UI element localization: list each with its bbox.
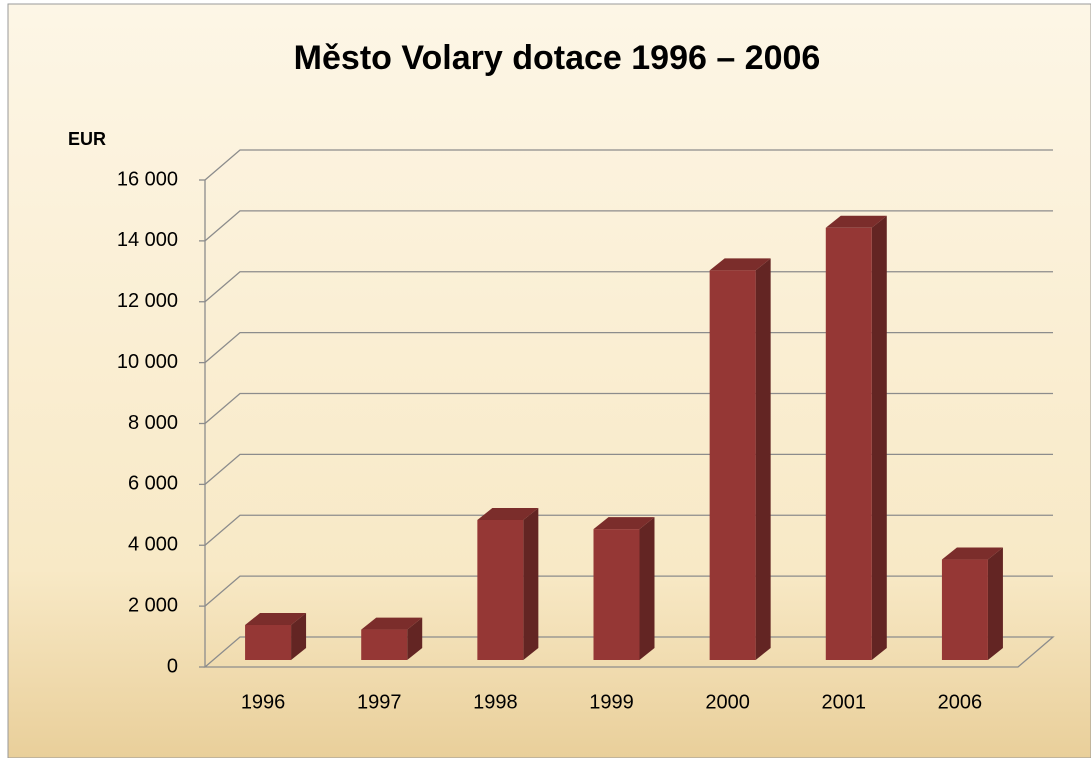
x-tick-label: 1997: [357, 691, 402, 713]
bar-side: [291, 612, 307, 660]
bar: [709, 270, 756, 660]
grid-line: [204, 210, 1053, 242]
chart-title: Město Volary dotace 1996 – 2006: [294, 39, 821, 77]
bar: [593, 529, 640, 660]
bar-side: [639, 517, 655, 660]
bar-top: [709, 258, 771, 271]
floor: [203, 636, 1055, 668]
y-tick-label: 16 000: [117, 168, 178, 190]
x-tick-label: 1998: [473, 691, 518, 713]
y-tick-label: 10 000: [117, 351, 178, 373]
bar: [361, 629, 408, 660]
y-tick-label: 6 000: [128, 473, 178, 495]
bar: [825, 227, 872, 660]
grid-line: [204, 149, 1053, 181]
grid-line: [204, 392, 1053, 424]
bar-top: [825, 215, 887, 228]
bar-top: [593, 517, 655, 530]
y-tick-label: 14 000: [117, 229, 178, 251]
grid-line: [204, 331, 1053, 364]
x-tick-label: 1999: [589, 691, 634, 713]
bar-top: [477, 507, 539, 520]
bar-side: [755, 258, 771, 660]
bar: [245, 624, 292, 660]
x-tick-label: 2001: [822, 691, 867, 713]
y-tick-label: 2 000: [128, 594, 178, 616]
bar-top: [941, 547, 1003, 560]
y-tick-label: 12 000: [117, 290, 178, 312]
bar: [941, 559, 988, 660]
chart-area: [7, 3, 1091, 758]
bar: [477, 519, 524, 660]
grid-line: [204, 271, 1053, 303]
y-axis-label: EUR: [68, 129, 106, 149]
x-tick-label: 1996: [241, 691, 286, 713]
bar-side: [871, 215, 887, 660]
grid-line: [204, 453, 1053, 485]
bar-side: [523, 507, 539, 660]
y-tick-label: 4 000: [128, 534, 178, 556]
bar-top: [245, 612, 307, 625]
bar-top: [361, 617, 423, 630]
bar-side: [407, 617, 423, 660]
y-tick-label: 8 000: [128, 412, 178, 434]
y-tick-label: 0: [167, 655, 178, 677]
grid-line: [204, 575, 1053, 607]
bar-side: [987, 547, 1003, 660]
x-tick-label: 2000: [705, 691, 750, 713]
x-tick-label: 2006: [938, 691, 983, 713]
grid-line: [204, 514, 1053, 546]
